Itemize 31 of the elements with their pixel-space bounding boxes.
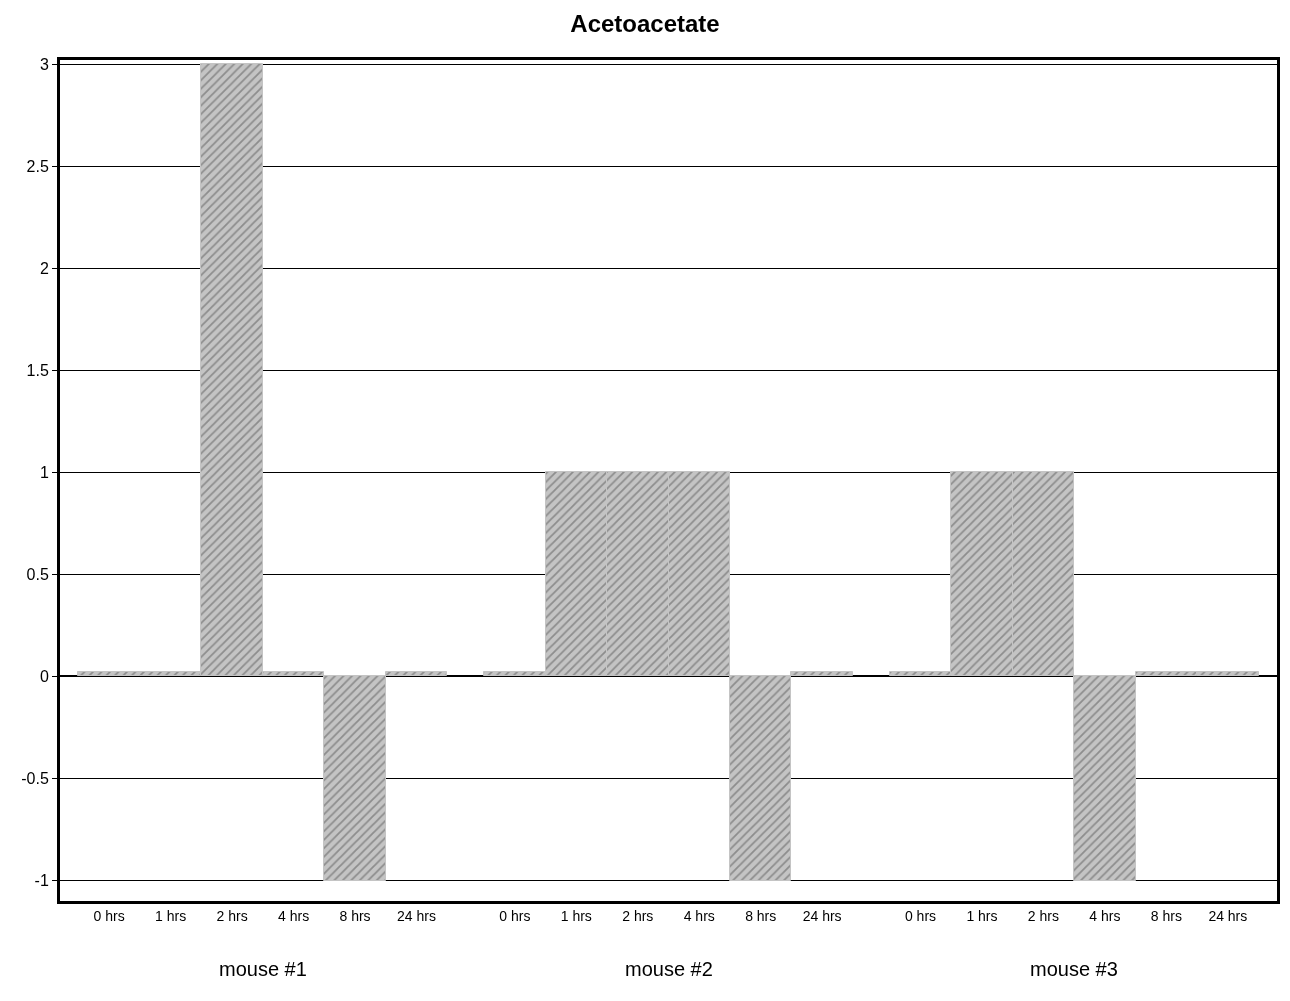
x-tick-label: 0 hrs (499, 907, 531, 924)
x-tick-label: 8 hrs (745, 907, 777, 924)
x-tick-label: 4 hrs (683, 907, 715, 924)
x-tick-label: 24 hrs (802, 907, 842, 924)
y-tick-label: -0.5 (21, 770, 49, 788)
chart-title: Acetoacetate (570, 9, 720, 37)
x-tick-label: 1 hrs (155, 907, 187, 924)
x-tick-label: 8 hrs (1150, 907, 1182, 924)
y-tick-label: 0 (39, 668, 49, 686)
x-tick-label: 2 hrs (1027, 907, 1059, 924)
x-tick-label: 8 hrs (339, 907, 371, 924)
x-tick-label: 0 hrs (904, 907, 937, 924)
x-tick-label: 4 hrs (1089, 907, 1121, 924)
x-tick-label: 2 hrs (622, 907, 654, 924)
y-tick-label: 3 (39, 55, 49, 73)
x-tick-label: 1 hrs (560, 907, 592, 924)
x-tick-label: 24 hrs (1208, 907, 1248, 924)
y-tick-label: 1 (39, 463, 49, 481)
x-tick-label: 2 hrs (216, 907, 248, 924)
y-tick-label: 2 (39, 259, 49, 277)
x-tick-label: 0 hrs (93, 907, 125, 924)
y-tick-label: 0.5 (26, 566, 49, 583)
x-tick-label: 1 hrs (966, 907, 998, 924)
y-tick-label: 2.5 (26, 157, 49, 175)
text: mouse #3 (1030, 958, 1118, 980)
y-tick-label: -1 (34, 872, 49, 890)
y-tick-label: 1.5 (26, 361, 49, 379)
text: mouse #2 (625, 958, 713, 980)
x-tick-label: 24 hrs (397, 907, 436, 924)
x-tick-label: 4 hrs (278, 907, 310, 924)
text: mouse #1 (219, 958, 307, 980)
